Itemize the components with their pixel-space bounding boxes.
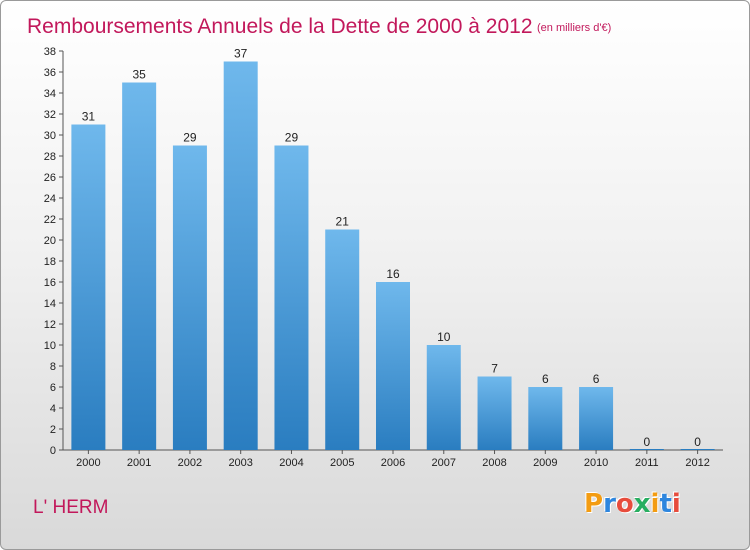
- value-label-2009: 6: [542, 372, 549, 386]
- value-label-2010: 6: [593, 372, 600, 386]
- y-tick-label: 26: [44, 172, 56, 184]
- value-label-2011: 0: [644, 435, 651, 449]
- y-tick-label: 18: [44, 256, 56, 268]
- value-label-2000: 31: [82, 110, 96, 124]
- value-label-2007: 10: [437, 330, 451, 344]
- x-tick-label: 2001: [127, 457, 151, 469]
- y-tick-label: 30: [44, 130, 56, 142]
- y-tick-label: 36: [44, 67, 56, 79]
- chart-bars: [71, 61, 715, 450]
- y-tick-label: 28: [44, 151, 56, 163]
- bar-2003: [223, 61, 258, 450]
- bar-2009: [528, 387, 563, 450]
- x-tick-label: 2006: [381, 457, 405, 469]
- x-tick-label: 2009: [533, 457, 557, 469]
- logo-letter: x: [633, 489, 651, 519]
- bar-2008: [477, 376, 512, 450]
- y-tick-label: 12: [44, 319, 56, 331]
- chart-value-labels: 31 35 29 37 29 21 16 10 7 6 6 0 0: [82, 47, 702, 450]
- bar-2007: [426, 345, 461, 450]
- logo-letter: o: [615, 489, 634, 519]
- value-label-2012: 0: [694, 435, 701, 449]
- value-label-2004: 29: [285, 131, 299, 145]
- y-tick-label: 38: [44, 46, 56, 58]
- y-tick-label: 34: [44, 88, 56, 100]
- y-tick-label: 2: [50, 424, 56, 436]
- logo-letter: r: [603, 489, 616, 519]
- x-tick-label: 2003: [228, 457, 252, 469]
- bar-2010: [579, 387, 614, 450]
- y-tick-label: 32: [44, 109, 56, 121]
- value-label-2003: 37: [234, 47, 248, 61]
- bar-2011: [629, 449, 664, 450]
- value-label-2005: 21: [336, 215, 350, 229]
- x-tick-label: 2000: [76, 457, 100, 469]
- y-tick-label: 0: [50, 445, 56, 457]
- value-label-2002: 29: [183, 131, 197, 145]
- value-label-2006: 16: [386, 267, 400, 281]
- y-tick-label: 10: [44, 340, 56, 352]
- y-tick-label: 6: [50, 382, 56, 394]
- y-tick-label: 20: [44, 235, 56, 247]
- value-label-2008: 7: [491, 362, 498, 376]
- y-tick-label: 14: [44, 298, 56, 310]
- bar-2001: [122, 82, 157, 450]
- x-tick-label: 2007: [432, 457, 456, 469]
- y-tick-label: 8: [50, 361, 56, 373]
- value-label-2001: 35: [132, 68, 146, 82]
- x-tick-label: 2005: [330, 457, 354, 469]
- bar-2012: [680, 449, 715, 450]
- x-tick-label: 2004: [279, 457, 303, 469]
- chart-title: Remboursements Annuels de la Dette de 20…: [27, 15, 533, 38]
- proxiti-logo[interactable]: Proxiti: [584, 489, 681, 519]
- logo-letter: i: [671, 489, 681, 519]
- x-tick-label: 2010: [584, 457, 608, 469]
- x-tick-label: 2011: [635, 457, 659, 469]
- y-tick-label: 24: [44, 193, 56, 205]
- x-tick-label: 2002: [178, 457, 202, 469]
- y-tick-label: 16: [44, 277, 56, 289]
- y-tick-label: 22: [44, 214, 56, 226]
- logo-letter: P: [584, 489, 604, 519]
- x-tick-label: 2008: [482, 457, 506, 469]
- commune-name: L' HERM: [33, 497, 109, 518]
- logo-letter: i: [650, 489, 660, 519]
- logo-letter: t: [659, 489, 672, 519]
- bar-2002: [172, 145, 207, 450]
- bar-2006: [376, 282, 410, 450]
- bar-2005: [325, 229, 360, 450]
- bar-2000: [71, 124, 106, 450]
- chart-subtitle: (en milliers d'€): [537, 22, 611, 34]
- x-tick-label: 2012: [685, 457, 709, 469]
- y-tick-label: 4: [50, 403, 56, 415]
- bar-2004: [274, 145, 309, 450]
